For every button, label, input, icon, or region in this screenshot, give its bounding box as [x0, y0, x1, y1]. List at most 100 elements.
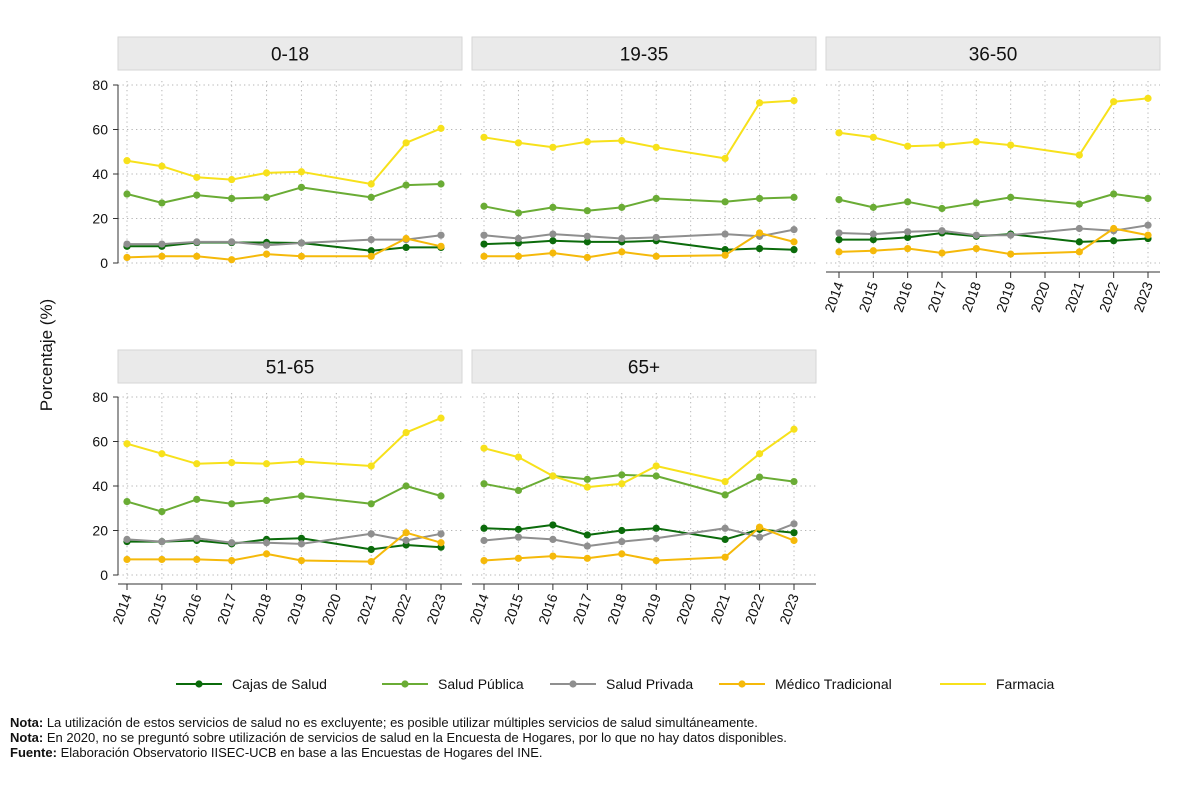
panel-51-65-point-farmacia [297, 457, 306, 466]
panel-36-50-point-medico-tradicional [938, 249, 946, 257]
panel-36-50-point-salud-publica [1110, 190, 1118, 198]
panel-0-18-header [117, 36, 463, 71]
panel-36-50-point-farmacia [1144, 94, 1152, 102]
panel-51-65-x-tick-label: 2015 [144, 591, 170, 626]
panel-36-50-point-salud-publica [1007, 193, 1015, 201]
y-axis-title: Porcentaje (%) [37, 299, 56, 411]
panel-36-50-point-salud-publica [835, 195, 843, 204]
panel-19-35-point-salud-publica [755, 194, 764, 203]
panel-19-35-point-salud-publica [514, 209, 523, 217]
panel-19-35-point-salud-privada [652, 233, 660, 242]
panel-36-50-point-medico-tradicional [835, 248, 843, 256]
panel-0-18-point-medico-tradicional [367, 252, 375, 260]
panel-19-35-point-salud-publica [618, 203, 626, 211]
panel-51-65-x-tick-label: 2018 [249, 591, 275, 626]
source-line: Fuente: Elaboración Observatorio IISEC-U… [10, 745, 543, 760]
panel-19-35-point-salud-privada [480, 231, 488, 239]
panel-65plus-point-salud-privada [549, 535, 557, 544]
panel-36-50-x-tick-label: 2018 [958, 279, 984, 314]
legend-marker-medico-tradicional [738, 680, 746, 688]
panel-51-65-x-tick-label: 2021 [353, 591, 379, 626]
panel-36-50-point-cajas-de-salud [1075, 238, 1083, 246]
panel-65plus-point-salud-publica [618, 471, 626, 479]
panel-65plus-x-tick-label: 2016 [535, 591, 561, 626]
panel-51-65-point-salud-privada [262, 539, 271, 547]
panel-65plus-point-farmacia [755, 450, 764, 458]
panel-36-50-point-cajas-de-salud [904, 233, 912, 242]
panel-65plus-point-medico-tradicional [480, 556, 488, 565]
panel-19-35-point-medico-tradicional [583, 253, 591, 262]
panel-51-65-header [117, 349, 463, 384]
panel-51-65-point-salud-publica [193, 495, 201, 503]
panel-0-18-point-medico-tradicional [193, 252, 201, 260]
panel-65plus-point-cajas-de-salud [618, 526, 626, 535]
panel-19-35-point-farmacia [618, 137, 626, 145]
legend-label-cajas-de-salud: Cajas de Salud [232, 676, 327, 692]
panel-65plus-point-medico-tradicional [790, 536, 798, 545]
panel-51-65-x-tick-label: 2016 [179, 591, 205, 626]
panel-0-18-point-farmacia [262, 169, 271, 177]
panel-19-35-point-salud-publica [583, 207, 591, 215]
panel-19-35-point-salud-privada [618, 234, 626, 243]
panel-65plus-point-salud-privada [721, 524, 729, 532]
panel-65plus-point-medico-tradicional [721, 553, 729, 561]
legend-label-salud-publica: Salud Pública [438, 676, 524, 692]
panel-65plus-x-tick-label: 2017 [569, 591, 595, 626]
panel-51-65-point-salud-privada [367, 530, 375, 538]
panel-36-50-point-salud-publica [1144, 194, 1152, 203]
panel-65plus-point-cajas-de-salud [790, 529, 798, 537]
panel-36-50-point-medico-tradicional [1110, 224, 1118, 233]
panel-36-50-point-medico-tradicional [1075, 248, 1083, 256]
panel-51-65-point-salud-publica [437, 492, 445, 500]
panel-36-50-point-salud-publica [869, 203, 877, 211]
legend-label-salud-privada: Salud Privada [606, 676, 693, 692]
panel-19-35-point-medico-tradicional [790, 238, 798, 246]
panel-19-35-point-salud-privada [790, 226, 798, 234]
panel-0-18-point-farmacia [367, 180, 375, 188]
panel-65plus-point-salud-privada [790, 520, 798, 528]
panel-51-65-point-salud-publica [402, 482, 410, 490]
panel-51-65-point-farmacia [367, 462, 375, 470]
panel-51-65-point-salud-privada [402, 536, 410, 545]
panel-0-18-point-salud-publica [228, 194, 236, 203]
panel-65plus-point-farmacia [721, 477, 729, 486]
panel-51-65-y-tick-label: 0 [100, 567, 108, 583]
panel-0-18-point-salud-publica [402, 181, 410, 189]
panel-0-18-point-farmacia [228, 175, 236, 184]
panel-65plus-title: 65+ [628, 358, 660, 379]
panel-51-65-point-medico-tradicional [228, 556, 236, 565]
panel-65plus-point-salud-publica [790, 477, 798, 486]
panel-19-35-point-farmacia [480, 133, 488, 141]
panel-36-50-point-medico-tradicional [869, 247, 877, 255]
panel-65plus-point-salud-publica [721, 491, 729, 499]
panel-36-50-x-tick-label: 2020 [1027, 279, 1053, 314]
panel-19-35-point-farmacia [583, 138, 591, 146]
panel-36-50-point-salud-privada [835, 229, 843, 237]
panel-19-35-point-farmacia [755, 99, 764, 107]
panel-65plus-point-farmacia [549, 472, 557, 480]
panel-19-35-point-salud-publica [790, 193, 798, 201]
panel-51-65-point-salud-privada [193, 534, 201, 542]
chart-notes: Nota: La utilización de estos servicios … [10, 715, 787, 760]
panel-19-35-point-farmacia [652, 143, 660, 151]
panel-36-50-x-tick-label: 2016 [890, 279, 916, 314]
panel-0-18-point-medico-tradicional [158, 252, 166, 260]
panel-65plus-point-medico-tradicional [618, 550, 626, 558]
panel-65plus-point-farmacia [514, 453, 523, 461]
panel-36-50-point-salud-privada [1007, 231, 1015, 239]
panel-0-18-point-farmacia [193, 173, 201, 181]
panel-36-50-header [825, 36, 1161, 71]
panel-36-50-point-salud-privada [904, 228, 912, 236]
panel-51-65-x-tick-label: 2017 [214, 591, 240, 626]
panel-0-18-point-salud-privada [193, 238, 201, 246]
panel-51-65-point-medico-tradicional [262, 550, 271, 558]
panel-65plus-header [471, 349, 817, 384]
panel-51-65-point-salud-privada [158, 538, 166, 546]
panel-65plus-point-salud-publica [583, 475, 591, 483]
note-line-2: Nota: En 2020, no se preguntó sobre util… [10, 730, 787, 745]
panel-19-35-point-medico-tradicional [618, 248, 626, 256]
panel-0-18-point-medico-tradicional [297, 252, 306, 260]
panel-36-50-point-cajas-de-salud [1110, 237, 1118, 245]
panel-36-50-title: 36-50 [969, 45, 1018, 66]
